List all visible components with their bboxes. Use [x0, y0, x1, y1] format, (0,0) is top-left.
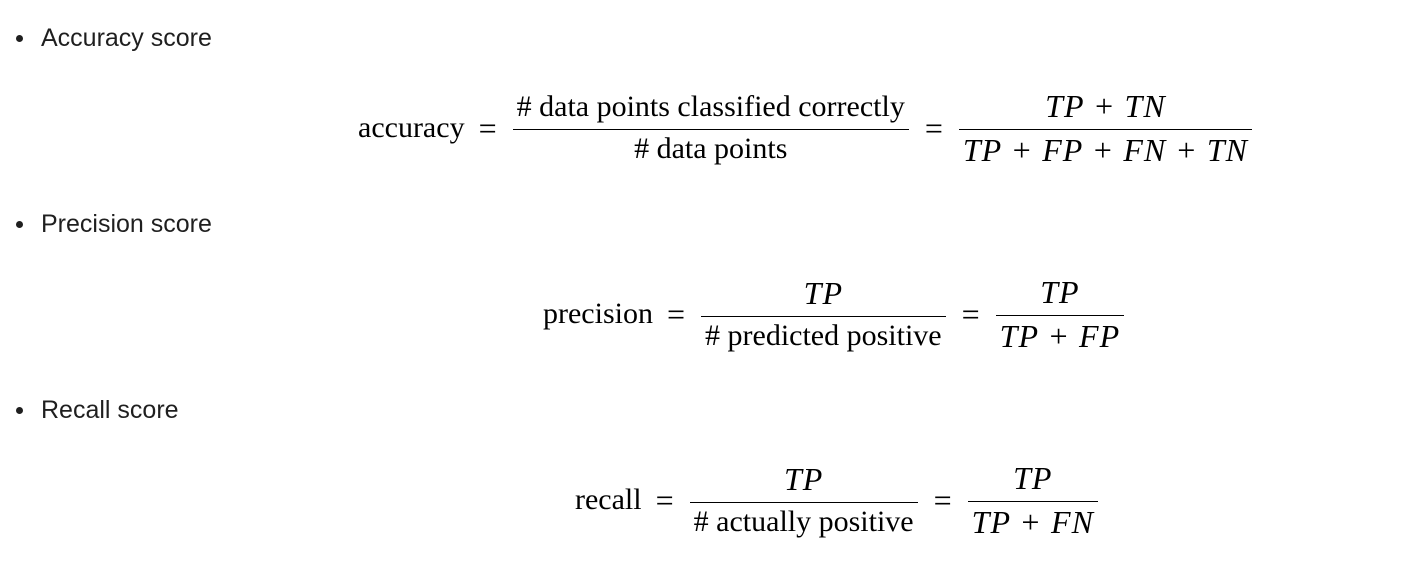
fraction: TP + TN TP + FP + FN + TN [957, 88, 1254, 169]
item-label: Precision score [41, 209, 212, 238]
denominator: # predicted positive [705, 318, 942, 352]
fraction: TP TP + FN [966, 460, 1100, 541]
item-label: Recall score [41, 395, 179, 424]
denominator: # data points [634, 131, 788, 165]
equals-sign: = [478, 109, 497, 146]
numerator: TP [701, 275, 946, 317]
equals-sign: = [933, 481, 952, 518]
formula-name: accuracy [358, 111, 465, 145]
recall-formula: recall = TP # actually positive = TP TP … [575, 460, 1100, 541]
bullet-icon [16, 34, 23, 42]
precision-formula: precision = TP # predicted positive = TP… [543, 274, 1126, 355]
denominator: TP + FP [999, 317, 1121, 354]
equals-sign: = [924, 109, 943, 146]
numerator: TP [689, 461, 918, 503]
denominator: TP + FN [971, 503, 1094, 540]
item-label: Accuracy score [41, 23, 212, 52]
fraction: # data points classified correctly # dat… [511, 90, 911, 166]
equals-sign: = [666, 295, 686, 332]
numerator: TP + TN [958, 88, 1252, 130]
accuracy-formula: accuracy = # data points classified corr… [358, 88, 1254, 169]
denominator: TP + FP + FN + TN [962, 131, 1248, 168]
numerator: TP [967, 460, 1098, 502]
numerator: TP [995, 274, 1125, 316]
formula-name: recall [575, 483, 642, 517]
equals-sign: = [655, 481, 674, 518]
denominator: # actually positive [693, 504, 914, 538]
bullet-icon [16, 406, 23, 414]
fraction: TP # predicted positive [699, 275, 948, 353]
fraction: TP # actually positive [688, 461, 920, 539]
bullet-icon [16, 220, 23, 228]
formula-name: precision [543, 297, 653, 331]
fraction: TP TP + FP [994, 274, 1126, 355]
numerator: # data points classified correctly [512, 90, 909, 130]
equals-sign: = [961, 295, 980, 332]
